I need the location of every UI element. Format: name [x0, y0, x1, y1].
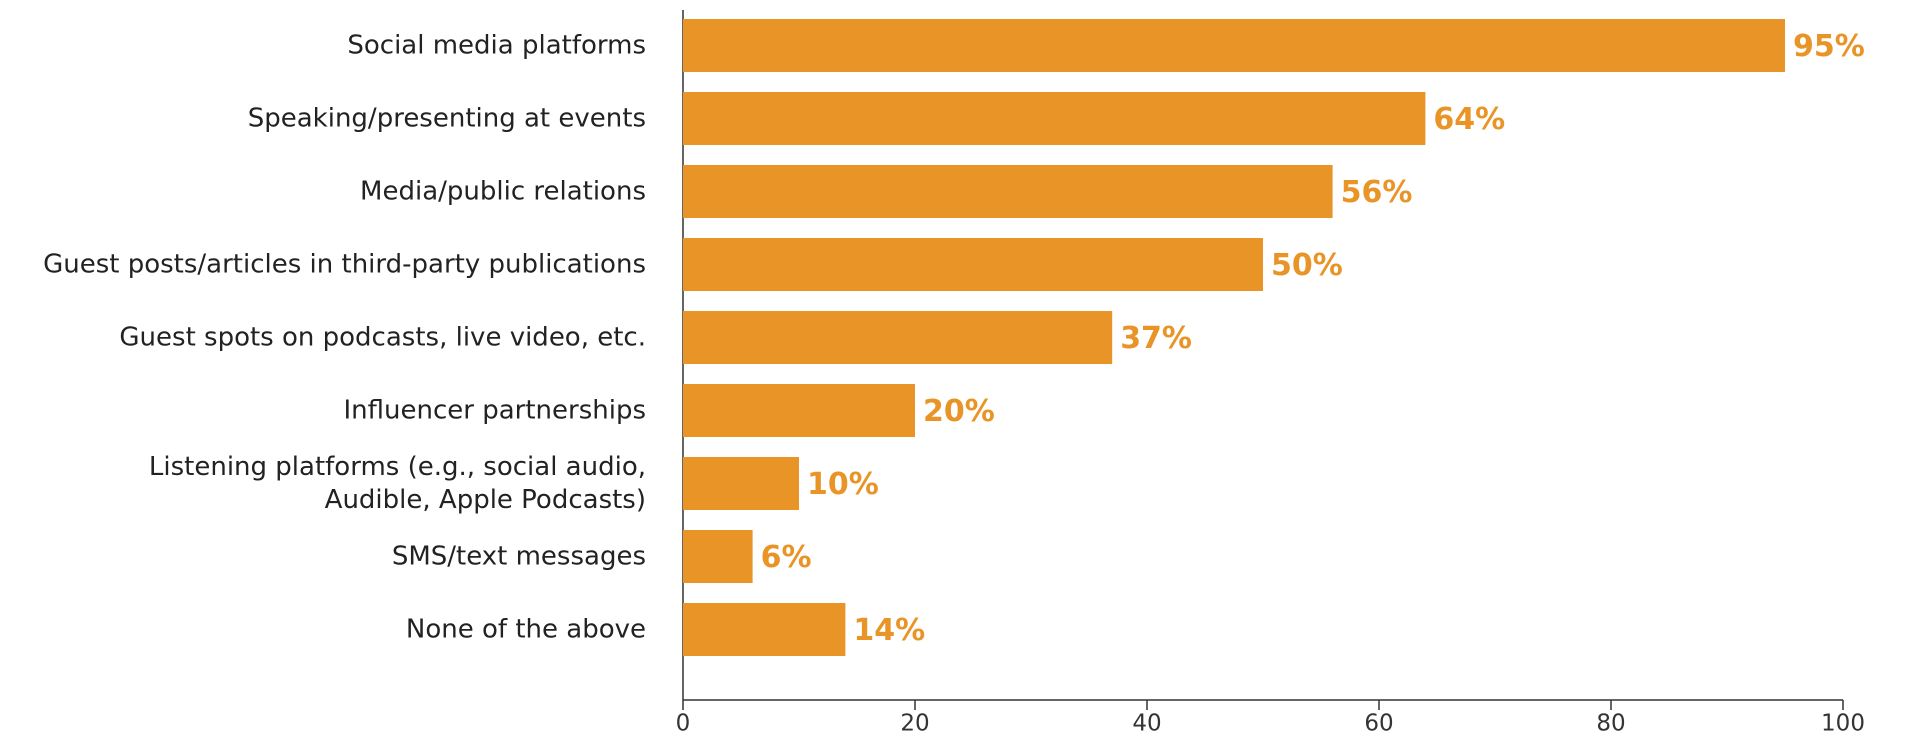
- value-label: 14%: [853, 613, 925, 648]
- x-tick-label: 100: [1821, 711, 1865, 737]
- x-tick-label: 60: [1364, 711, 1393, 737]
- x-tick-label: 80: [1596, 711, 1625, 737]
- category-label: Guest spots on podcasts, live video, etc…: [119, 322, 646, 352]
- value-label: 56%: [1341, 175, 1413, 210]
- x-tick-label: 40: [1132, 711, 1161, 737]
- bar: [683, 165, 1333, 218]
- bar: [683, 603, 846, 656]
- value-label: 37%: [1120, 321, 1192, 356]
- bar: [683, 311, 1113, 364]
- x-tick-label: 20: [900, 711, 929, 737]
- category-label: Influencer partnerships: [343, 395, 646, 425]
- category-label: SMS/text messages: [391, 541, 646, 571]
- category-label: None of the above: [405, 614, 646, 644]
- bar: [683, 457, 799, 510]
- category-label: Listening platforms (e.g., social audio,…: [148, 451, 646, 515]
- value-label: 50%: [1271, 248, 1343, 283]
- bar: [683, 384, 915, 437]
- bar: [683, 19, 1785, 72]
- value-label: 6%: [761, 540, 812, 575]
- bar: [683, 238, 1263, 291]
- bar: [683, 92, 1426, 145]
- category-label: Guest posts/articles in third-party publ…: [43, 249, 646, 279]
- x-tick-label: 0: [676, 711, 691, 737]
- category-label: Social media platforms: [347, 30, 646, 60]
- category-label: Media/public relations: [360, 176, 646, 206]
- value-label: 64%: [1433, 102, 1505, 137]
- value-label: 95%: [1793, 29, 1865, 64]
- value-label: 10%: [807, 467, 879, 502]
- bar: [683, 530, 753, 583]
- category-label: Speaking/presenting at events: [247, 103, 646, 133]
- value-label: 20%: [923, 394, 995, 429]
